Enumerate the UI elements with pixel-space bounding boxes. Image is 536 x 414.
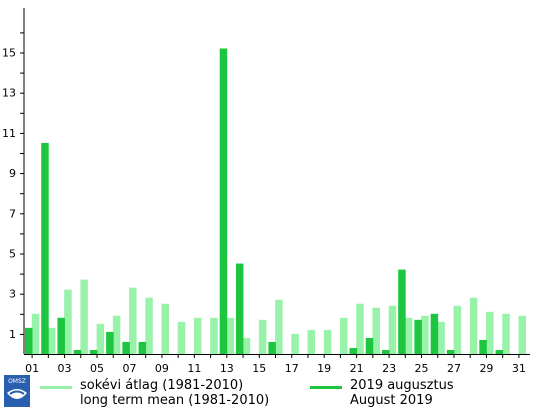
bar-mean-26	[437, 321, 445, 354]
y-tick-label: 9	[9, 167, 16, 180]
x-tick-label: 31	[512, 362, 526, 375]
bar-mean-21	[356, 303, 364, 354]
bar-mean-11	[193, 317, 202, 354]
y-tick-label: 15	[2, 47, 16, 60]
x-tick-label: 19	[317, 362, 331, 375]
bar-current-29	[479, 339, 487, 354]
bar-mean-19	[323, 329, 332, 354]
bar-mean-23	[388, 305, 397, 354]
bar-mean-25	[421, 315, 429, 354]
x-tick-label: 25	[415, 362, 429, 375]
y-tick-label: 3	[9, 288, 16, 301]
x-tick-label: 07	[122, 362, 136, 375]
bar-mean-07	[129, 287, 137, 354]
x-tick-label: 29	[479, 362, 493, 375]
bar-mean-17	[291, 333, 299, 354]
bar-current-23	[381, 349, 390, 354]
bar-mean-01	[31, 313, 40, 354]
bar-mean-02	[47, 327, 56, 354]
bar-current-27	[446, 349, 455, 354]
legend-current-label-en: August 2019	[350, 393, 433, 408]
bar-current-14	[235, 263, 244, 354]
x-tick-label: 17	[285, 362, 299, 375]
bar-mean-10	[177, 321, 186, 354]
x-tick-label: 21	[350, 362, 364, 375]
bar-current-02	[41, 142, 49, 354]
bar-mean-08	[145, 297, 153, 354]
bar-mean-05	[96, 323, 105, 354]
mean-series-bars	[31, 279, 526, 354]
bar-current-25	[414, 319, 422, 354]
legend-current: 2019 augusztus August 2019	[310, 378, 510, 410]
bar-mean-15	[258, 319, 267, 354]
bar-current-01	[25, 327, 33, 354]
bar-mean-30	[502, 313, 510, 354]
legend-current-swatch	[310, 386, 342, 389]
y-tick-label: 1	[9, 328, 16, 341]
y-tick-label: 5	[9, 248, 16, 261]
bar-current-05	[89, 349, 98, 354]
legend-mean: sokévi átlag (1981-2010) long term mean …	[40, 378, 270, 410]
bar-current-04	[73, 349, 82, 354]
x-tick-label: 11	[187, 362, 201, 375]
bar-mean-24	[404, 317, 413, 354]
omsz-logo: OMSZ	[4, 375, 30, 407]
bar-mean-06	[112, 315, 121, 354]
bar-mean-31	[518, 315, 526, 354]
bar-mean-29	[486, 311, 494, 354]
x-tick-label: 05	[90, 362, 104, 375]
axes	[20, 8, 530, 358]
bar-current-21	[349, 347, 358, 354]
x-tick-label: 13	[220, 362, 234, 375]
x-tick-label: 03	[58, 362, 72, 375]
bar-mean-03	[64, 289, 72, 354]
bar-mean-18	[307, 329, 316, 354]
bar-current-03	[57, 317, 65, 354]
y-tick-label: 11	[2, 127, 16, 140]
bar-current-30	[495, 349, 504, 354]
bar-current-07	[122, 341, 130, 354]
bar-current-26	[430, 313, 439, 354]
bar-mean-16	[275, 299, 283, 354]
bar-current-22	[365, 337, 374, 354]
x-tick-label: 15	[252, 362, 266, 375]
legend-mean-label-hu: sokévi átlag (1981-2010)	[80, 378, 244, 393]
x-tick-label: 09	[155, 362, 169, 375]
legend-mean-swatch	[40, 386, 72, 389]
bar-mean-12	[210, 317, 218, 354]
current-series-bars	[25, 48, 504, 354]
bar-mean-09	[161, 303, 170, 354]
bar-current-24	[398, 269, 406, 354]
logo-text: OMSZ	[8, 378, 26, 385]
bar-mean-13	[226, 317, 234, 354]
bar-mean-22	[372, 307, 380, 354]
bar-current-16	[268, 341, 276, 354]
legend-current-label-hu: 2019 augusztus	[350, 378, 454, 393]
x-tick-label: 23	[382, 362, 396, 375]
bar-mean-20	[340, 317, 348, 354]
x-tick-label: 27	[447, 362, 461, 375]
y-tick-label: 7	[9, 207, 16, 220]
bar-current-13	[219, 48, 228, 354]
bar-mean-27	[453, 305, 462, 354]
bar-mean-04	[80, 279, 88, 354]
bar-current-08	[138, 341, 147, 354]
bar-current-06	[106, 331, 114, 354]
y-tick-label: 13	[2, 87, 16, 100]
bar-mean-28	[469, 297, 478, 354]
x-tick-label: 01	[25, 362, 39, 375]
legend-mean-label-en: long term mean (1981-2010)	[80, 393, 270, 408]
bar-mean-14	[242, 337, 251, 354]
